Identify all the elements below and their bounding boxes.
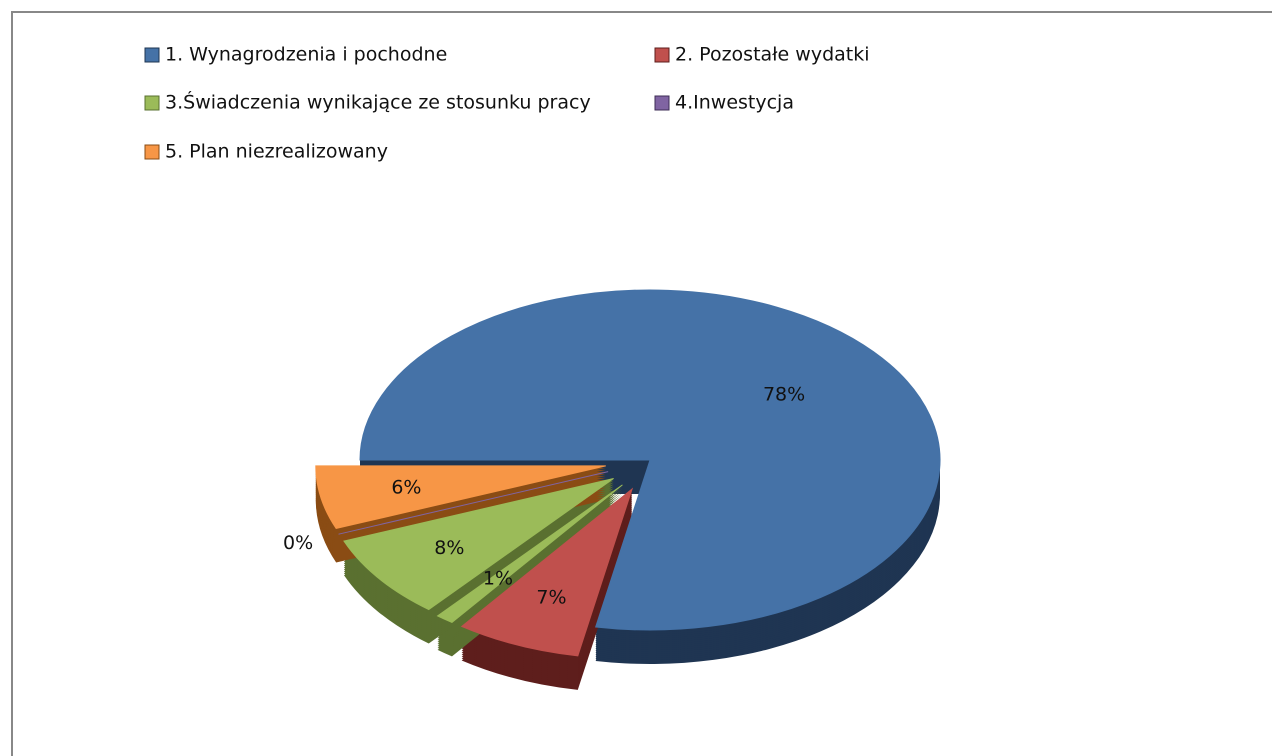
slice bbox=[315, 465, 606, 530]
slice-side bbox=[338, 503, 609, 567]
legend-label: 2. Pozostałe wydatki bbox=[675, 44, 870, 66]
data-label: 78% bbox=[763, 383, 805, 405]
data-label: 6% bbox=[391, 477, 421, 499]
slice-side bbox=[338, 499, 609, 563]
legend-label: 4.Inwestycja bbox=[675, 92, 794, 114]
legend-label: 5. Plan niezrealizowany bbox=[165, 141, 388, 163]
legend-label: 3.Świadczenia wynikające ze stosunku pra… bbox=[165, 90, 591, 114]
legend-label: 1. Wynagrodzenia i pochodne bbox=[165, 44, 447, 66]
slice-side bbox=[338, 501, 609, 565]
legend-swatch bbox=[144, 95, 160, 111]
legend-swatch bbox=[144, 144, 160, 160]
data-label: 0% bbox=[283, 532, 313, 554]
data-label: 8% bbox=[434, 537, 464, 559]
data-label: 1% bbox=[483, 567, 513, 589]
slice bbox=[343, 478, 614, 611]
legend-swatch bbox=[654, 95, 670, 111]
slice bbox=[338, 471, 609, 535]
legend-swatch bbox=[654, 47, 670, 63]
legend-swatch bbox=[144, 47, 160, 63]
slice bbox=[460, 487, 634, 657]
slice bbox=[436, 484, 623, 624]
slice bbox=[359, 289, 941, 631]
data-label: 7% bbox=[536, 587, 566, 609]
slice-side bbox=[338, 505, 609, 569]
